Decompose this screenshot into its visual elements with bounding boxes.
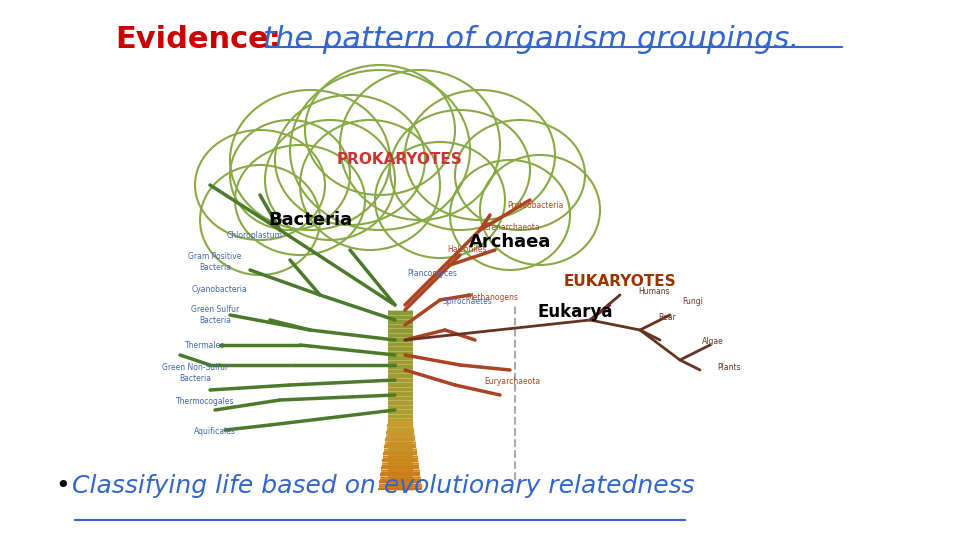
Text: Methanogens: Methanogens [466,293,518,301]
Text: Plancomyces: Plancomyces [407,269,457,279]
Text: the pattern of organism groupings.: the pattern of organism groupings. [263,25,799,54]
Text: Cyanobacteria: Cyanobacteria [192,286,248,294]
Text: Fungi: Fungi [682,298,703,307]
Text: Classifying life based on evolutionary relatedness: Classifying life based on evolutionary r… [72,474,695,498]
Text: Halcohiles: Halcohiles [447,246,487,254]
Text: Humans: Humans [638,287,670,296]
Text: Bacteria: Bacteria [268,211,352,229]
Text: Chloroplastum: Chloroplastum [227,231,283,240]
Text: Euryarchaeota: Euryarchaeota [484,377,540,387]
Text: PROKARYOTES: PROKARYOTES [337,152,463,167]
Text: •: • [55,474,70,498]
Text: Green Non-Sulfur
Bacteria: Green Non-Sulfur Bacteria [162,363,228,383]
Text: Green Sulfur
Bacteria: Green Sulfur Bacteria [191,305,239,325]
Text: Gram Positive
Bacteria: Gram Positive Bacteria [188,252,242,272]
Text: Bear: Bear [658,314,676,322]
Text: Plants: Plants [717,362,740,372]
Text: Thermocogales: Thermocogales [176,397,234,407]
Text: Evidence:: Evidence: [115,25,281,54]
Text: Aquificales: Aquificales [194,428,236,436]
Text: Crenarchaeota: Crenarchaeota [484,224,540,233]
Text: Spirochaetes: Spirochaetes [443,298,492,307]
Text: Archaea: Archaea [468,233,551,251]
Text: Eukarya: Eukarya [538,303,612,321]
Text: Algae: Algae [702,338,724,347]
Text: Proteobacteria: Proteobacteria [507,200,564,210]
Text: EUKARYOTES: EUKARYOTES [564,274,676,289]
Text: Thermales: Thermales [185,341,226,349]
